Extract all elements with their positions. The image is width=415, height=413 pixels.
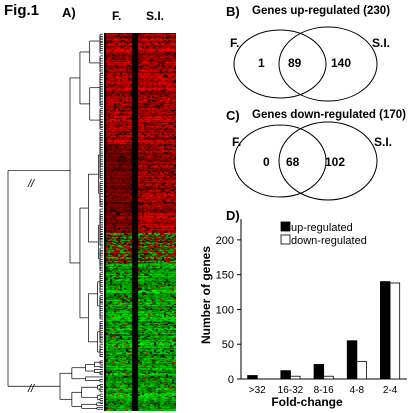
panel-d-label: D) [226, 208, 240, 223]
x-tick-label: 16-32 [278, 385, 304, 396]
dendrogram: // // [7, 33, 103, 410]
chart-ylabel: Number of genes [199, 246, 213, 344]
x-tick-label: 8-16 [314, 385, 334, 396]
chart-xlabel: Fold-change [271, 395, 343, 409]
y-tick-label: 100 [216, 304, 234, 316]
bar-down-regulated-2 [323, 375, 334, 380]
bar-up-regulated-0 [247, 375, 258, 380]
venn-down-both: 68 [286, 155, 300, 169]
venn-up-circle-f [233, 29, 327, 99]
y-tick-label: 0 [228, 374, 234, 386]
axis-break-mark-bottom: // [27, 383, 35, 395]
panel-b-label: B) [226, 4, 240, 19]
legend-swatch-down-regulated [280, 234, 291, 245]
venn-up-diagram [233, 26, 378, 102]
figure-label: Fig.1 [4, 2, 40, 19]
venn-down-circle-f [233, 124, 327, 198]
venn-down-only-si: 102 [325, 155, 346, 169]
x-tick-label: 2-4 [383, 385, 398, 396]
column-label-si: S.I. [146, 9, 165, 23]
y-tick-label: 50 [222, 339, 234, 351]
legend-label-down-regulated: down-regulated [291, 235, 367, 247]
bar-down-regulated-3 [356, 361, 367, 380]
bar-up-regulated-1 [280, 370, 291, 380]
venn-up-circle-si [278, 26, 378, 102]
venn-up-set-f: F. [230, 36, 240, 50]
legend-swatch-up-regulated [280, 221, 291, 232]
venn-down-diagram [233, 121, 378, 201]
bar-chart: Number of genes Fold-change 0 50 100 150 200… [199, 219, 407, 409]
venn-down-circle-si [278, 121, 378, 201]
venn-up-both: 89 [288, 56, 302, 70]
bar-up-regulated-4 [380, 281, 391, 380]
axis-break-mark-top: // [27, 178, 35, 190]
panel-c-label: C) [226, 108, 240, 123]
x-tick-label: 4-8 [350, 385, 365, 396]
heatmap [104, 33, 176, 411]
legend-label-up-regulated: up-regulated [291, 222, 353, 234]
y-tick-label: 200 [216, 235, 234, 247]
column-label-f: F. [112, 9, 122, 23]
venn-down-set-si: S.I. [374, 135, 393, 149]
bar-down-regulated-1 [290, 375, 301, 380]
panel-a-label: A) [62, 5, 76, 20]
bar-up-regulated-3 [346, 340, 358, 380]
y-tick-label: 150 [216, 270, 234, 282]
venn-up-set-si: S.I. [372, 36, 391, 50]
x-tick-label: >32 [249, 385, 266, 396]
venn-down-only-f: 0 [263, 155, 270, 169]
venn-down-set-f: F. [232, 135, 242, 149]
bar-down-regulated-4 [389, 282, 401, 380]
bar-up-regulated-2 [313, 363, 325, 380]
venn-down-title: Genes down-regulated (170) [252, 109, 407, 121]
venn-up-only-f: 1 [258, 56, 265, 70]
venn-up-only-si: 140 [331, 56, 352, 70]
venn-up-title: Genes up-regulated (230) [252, 5, 391, 17]
